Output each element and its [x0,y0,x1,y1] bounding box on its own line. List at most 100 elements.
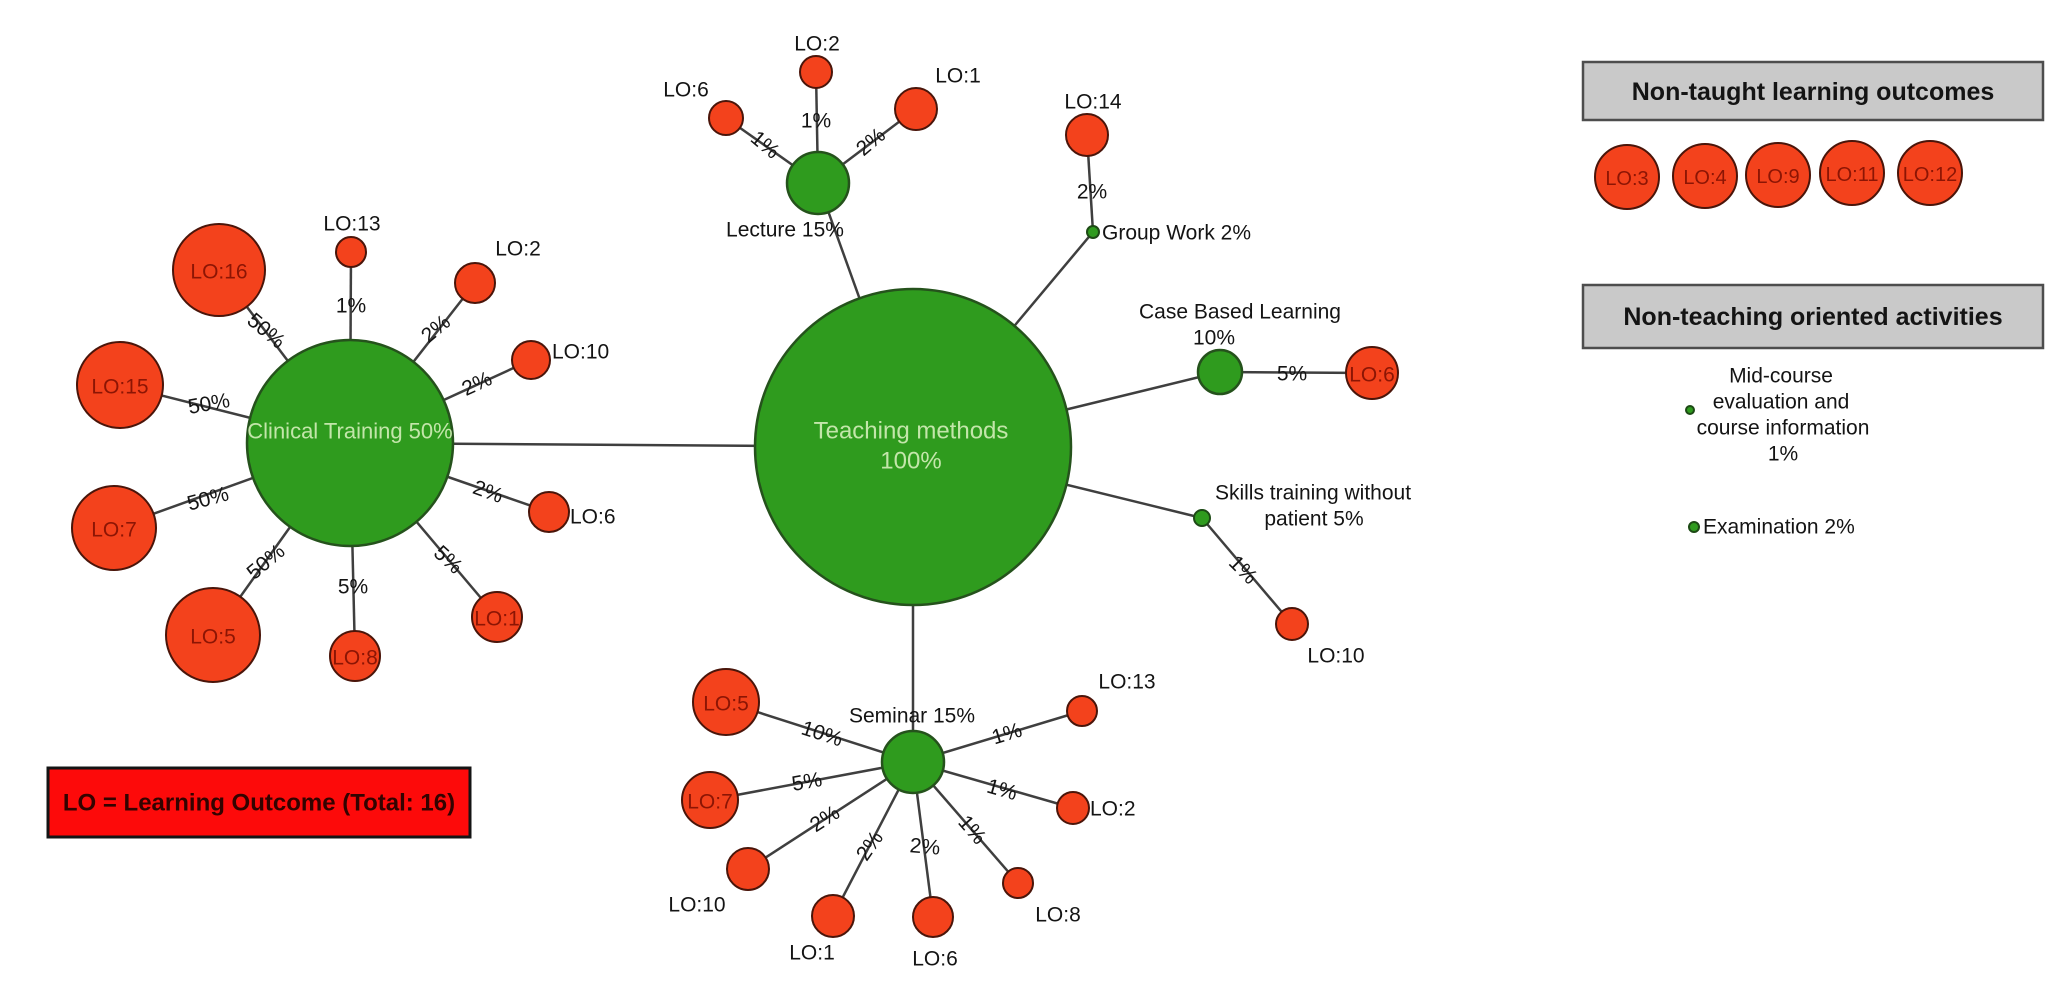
groupwork-lo14-pct: 2% [1077,181,1107,204]
seminar-lo5-pct: 10% [798,717,845,752]
seminar-lo7-pct: 5% [790,768,824,796]
clinical-lo6-pct: 2% [470,476,506,508]
clinical-lo10-name: LO:10 [552,341,609,364]
clinical-lo2-name: LO:2 [495,238,541,261]
case-based-label-line1: Case Based Learning [1139,301,1341,324]
seminar-lo2-pct: 1% [984,775,1020,805]
nontaught-lo11-name: LO:11 [1826,164,1879,186]
skills-label-line1: Skills training without [1215,482,1411,505]
edge-skills-lo10 [1201,517,1293,625]
seminar-lo6-pct: 2% [909,834,941,860]
clinical-lo10-pct: 2% [458,367,495,401]
seminar-lo6-name: LO:6 [912,948,958,971]
skills-label-line2: patient 5% [1264,508,1363,531]
clinical-lo16-name: LO:16 [190,261,247,284]
node-group-work [1086,225,1100,239]
seminar-lo8-name: LO:8 [1035,904,1081,927]
node-seminar-lo2 [1056,791,1090,825]
lecture-lo1-name: LO:1 [935,65,981,88]
edge-seminar-lo10 [747,760,914,871]
non-taught-header-box [1581,60,2045,122]
edge-seminar-lo7 [709,760,914,802]
node-lecture-lo2 [799,55,833,89]
non-teaching-header-box [1581,283,2045,350]
skills-lo10-name: LO:10 [1307,645,1364,668]
midcourse-line1: Mid-course [1729,365,1833,388]
node-groupwork-lo14 [1065,113,1109,157]
seminar-lo1-pct: 2% [852,827,888,865]
node-seminar [880,729,946,795]
node-clinical-lo6 [528,491,570,533]
node-nontaught-lo11 [1819,140,1885,206]
node-seminar-lo1 [811,894,855,938]
groupwork-lo14-name: LO:14 [1064,91,1122,114]
teaching-methods-label-line2: 100% [880,448,941,475]
node-seminar-lo5 [692,668,760,736]
casebased-lo6-name: LO:6 [1349,364,1395,387]
node-seminar-lo10 [726,847,770,891]
legend: LO = Learning Outcome (Total: 16) [46,766,472,839]
node-skills-training [1193,509,1211,527]
legend-text: LO = Learning Outcome (Total: 16) [63,790,455,817]
clinical-lo8-name: LO:8 [332,647,378,670]
node-lecture-lo6 [708,100,744,136]
node-clinical-lo8 [329,630,381,682]
seminar-lo7-name: LO:7 [687,791,733,814]
node-examination-dot [1688,521,1700,533]
midcourse-line3: course information [1697,417,1870,440]
node-lecture-lo1 [894,87,938,131]
nontaught-lo12-name: LO:12 [1903,164,1957,186]
lecture-lo2-name: LO:2 [794,33,840,56]
labels: Teaching methods 100% Clinical Training … [91,33,1411,971]
seminar-lo10-pct: 2% [806,801,844,837]
node-clinical-lo13 [335,236,367,268]
clinical-lo7-name: LO:7 [91,519,137,542]
lecture-lo6-pct: 1% [746,126,784,163]
clinical-lo15-name: LO:15 [91,376,148,399]
clinical-lo16-pct: 50% [243,309,290,354]
seminar-lo10-name: LO:10 [668,894,725,917]
nontaught-lo3-name: LO:3 [1605,168,1648,190]
seminar-lo13-pct: 1% [989,719,1025,750]
node-nontaught-lo4 [1672,143,1738,209]
midcourse-line4: 1% [1768,443,1798,466]
node-skills-lo10 [1275,607,1309,641]
node-clinical-lo2 [454,262,496,304]
node-clinical-lo16 [172,223,266,317]
clinical-lo5-pct: 50% [243,540,290,585]
seminar-lo5-name: LO:5 [703,693,749,716]
non-taught-title: Non-taught learning outcomes [1632,78,1995,106]
examination-label: Examination 2% [1703,516,1855,539]
clinical-lo15-pct: 50% [186,389,231,419]
clinical-lo1-name: LO:1 [474,608,520,631]
node-clinical-lo1 [471,591,523,643]
teaching-methods-label-line1: Teaching methods [814,418,1009,445]
node-teaching-methods [753,287,1073,607]
node-nontaught-lo9 [1745,142,1811,208]
lecture-lo2-pct: 1% [801,110,831,133]
node-seminar-lo6 [912,896,954,938]
seminar-lo1-name: LO:1 [789,942,835,965]
group-work-label: Group Work 2% [1102,222,1251,245]
node-nontaught-lo12 [1897,140,1963,206]
midcourse-line2: evaluation and [1713,391,1850,414]
clinical-lo5-name: LO:5 [190,626,236,649]
node-case-based-learning [1196,348,1244,396]
casebased-lo6-pct: 5% [1277,363,1307,386]
seminar-label: Seminar 15% [849,705,975,728]
lecture-label: Lecture 15% [726,219,844,242]
seminar-lo2-name: LO:2 [1090,798,1136,821]
seminar-lo13-name: LO:13 [1098,671,1155,694]
clinical-lo13-pct: 1% [336,295,366,318]
node-midcourse-dot [1685,405,1695,415]
clinical-lo8-pct: 5% [338,576,368,599]
node-lecture [785,150,851,216]
case-based-label-line2: 10% [1193,327,1235,350]
node-nontaught-lo3 [1594,144,1660,210]
node-clinical-lo7 [71,485,157,571]
nontaught-lo4-name: LO:4 [1683,167,1726,189]
node-clinical-lo15 [76,341,164,429]
node-casebased-lo6 [1345,346,1399,400]
